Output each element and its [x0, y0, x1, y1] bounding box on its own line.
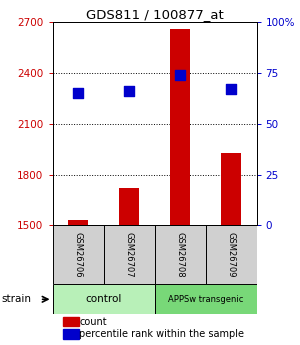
Bar: [154, 225, 206, 285]
Bar: [119, 188, 139, 225]
Text: GSM26708: GSM26708: [176, 232, 184, 278]
Point: [76, 91, 80, 96]
Bar: [170, 29, 190, 225]
Text: count: count: [79, 317, 106, 327]
Point: [127, 89, 131, 94]
Bar: [52, 225, 104, 285]
Text: percentile rank within the sample: percentile rank within the sample: [79, 329, 244, 339]
Bar: [68, 220, 88, 225]
Bar: [221, 152, 241, 225]
Bar: [52, 285, 154, 314]
Title: GDS811 / 100877_at: GDS811 / 100877_at: [85, 8, 224, 21]
Bar: [63, 329, 79, 339]
Text: control: control: [85, 294, 122, 304]
Text: APPSw transgenic: APPSw transgenic: [168, 295, 243, 304]
Text: GSM26709: GSM26709: [226, 232, 236, 278]
Bar: [206, 225, 256, 285]
Point: [229, 87, 233, 92]
Bar: [63, 317, 79, 326]
Bar: [103, 225, 154, 285]
Text: strain: strain: [2, 294, 31, 304]
Point: [178, 72, 182, 78]
Bar: [154, 285, 256, 314]
Text: GSM26707: GSM26707: [124, 232, 134, 278]
Text: GSM26706: GSM26706: [74, 232, 82, 278]
